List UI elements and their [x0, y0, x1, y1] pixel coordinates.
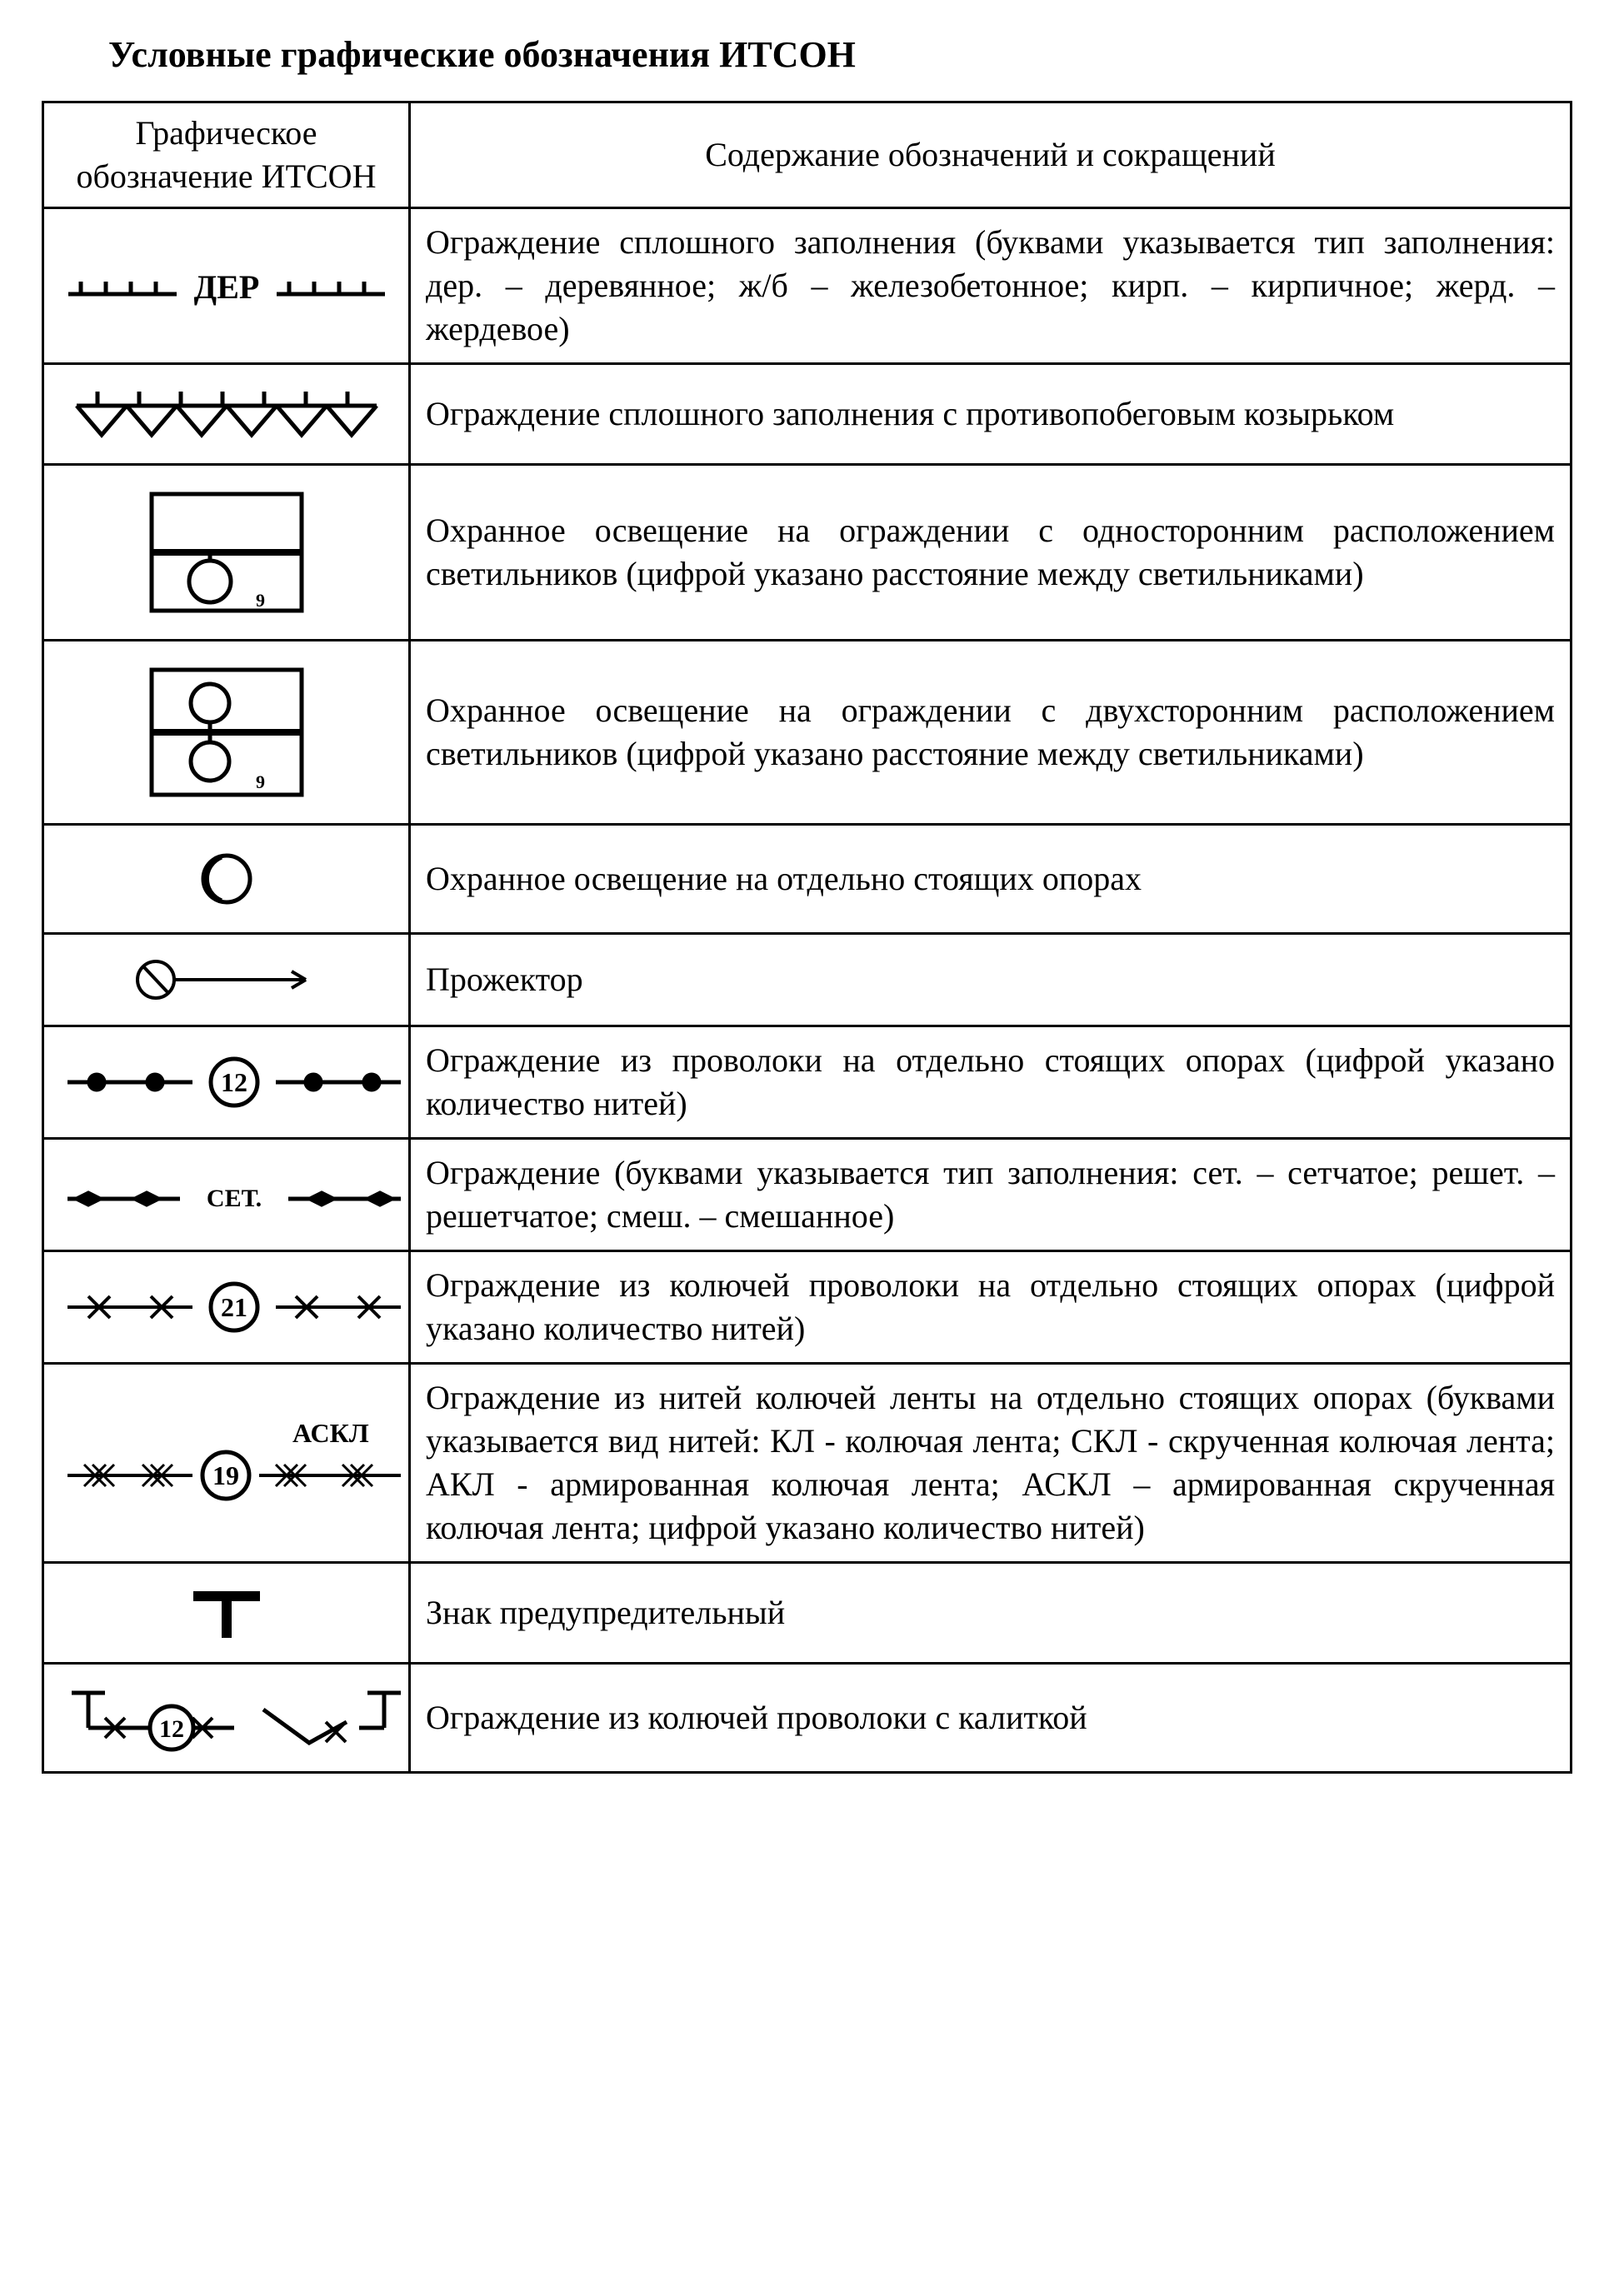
description-cell: Ограждение из нитей колючей ленты на отд…: [410, 1364, 1572, 1563]
fence-solid-icon: ДЕР: [60, 257, 393, 315]
table-row: 21 Ограждение из колючей проволоки на от…: [43, 1251, 1572, 1364]
table-row: 9 Охранное освещение на ограждении с дву…: [43, 641, 1572, 825]
column-header-symbol: Графическое обозначение ИТСОН: [43, 102, 410, 208]
table-row: СЕТ. Ограждение (буквами указывается тип…: [43, 1139, 1572, 1251]
page-title: Условные графические обозначения ИТСОН: [108, 33, 1572, 76]
razor-tape-icon: АСКЛ: [59, 1417, 409, 1509]
barbed-wire-gate-icon: 12: [59, 1676, 409, 1759]
table-row: Знак предупредительный: [43, 1563, 1572, 1664]
symbol-label: 12: [159, 1715, 184, 1743]
wire-posts-icon: 12: [59, 1053, 409, 1111]
description-cell: Ограждение сплошного заполнения (буквами…: [410, 208, 1572, 364]
description-cell: Охранное освещение на отдельно стоящих о…: [410, 825, 1572, 934]
column-header-description: Содержание обозначений и сокращений: [410, 102, 1572, 208]
fence-mesh-icon: СЕТ.: [59, 1170, 409, 1220]
table-row: Охранное освещение на отдельно стоящих о…: [43, 825, 1572, 934]
spotlight-icon: [118, 946, 335, 1013]
symbol-label-top: АСКЛ: [292, 1418, 369, 1448]
table-row: ДЕР Ограждение сплошного заполнения (бук…: [43, 208, 1572, 364]
symbols-table: Графическое обозначение ИТСОН Содержание…: [42, 101, 1572, 1774]
table-row: АСКЛ: [43, 1364, 1572, 1563]
symbol-label: 21: [221, 1292, 247, 1322]
description-cell: Охранное освещение на ограждении с двухс…: [410, 641, 1572, 825]
table-row: Ограждение сплошного заполнения с против…: [43, 364, 1572, 465]
description-cell: Ограждение из колючей проволоки на отдел…: [410, 1251, 1572, 1364]
barbed-wire-icon: 21: [59, 1278, 409, 1336]
description-cell: Ограждение (буквами указывается тип запо…: [410, 1139, 1572, 1251]
lighting-two-side-icon: 9: [127, 653, 327, 811]
symbol-label: ДЕР: [193, 268, 259, 306]
lighting-standalone-icon: [185, 837, 268, 921]
symbol-label: 12: [221, 1067, 247, 1097]
lighting-one-side-icon: 9: [127, 477, 327, 627]
fence-visor-icon: [60, 377, 393, 452]
description-cell: Ограждение сплошного заполнения с против…: [410, 364, 1572, 465]
symbol-label: 9: [256, 771, 265, 792]
description-cell: Ограждение из проволоки на отдельно стоя…: [410, 1026, 1572, 1139]
description-cell: Знак предупредительный: [410, 1563, 1572, 1664]
description-cell: Прожектор: [410, 934, 1572, 1026]
warning-sign-icon: [177, 1575, 277, 1650]
symbol-label: 9: [256, 590, 265, 611]
table-row: 9 Охранное освещение на ограждении с одн…: [43, 465, 1572, 641]
table-row: 12 Ограждение из проволоки на отдельно с…: [43, 1026, 1572, 1139]
table-row: Прожектор: [43, 934, 1572, 1026]
table-row: 12 Ограждение из колючей проволоки с кал…: [43, 1664, 1572, 1773]
symbol-label: СЕТ.: [207, 1185, 262, 1212]
symbol-label: 19: [212, 1460, 239, 1490]
description-cell: Охранное освещение на ограждении с однос…: [410, 465, 1572, 641]
description-cell: Ограждение из колючей проволоки с калитк…: [410, 1664, 1572, 1773]
